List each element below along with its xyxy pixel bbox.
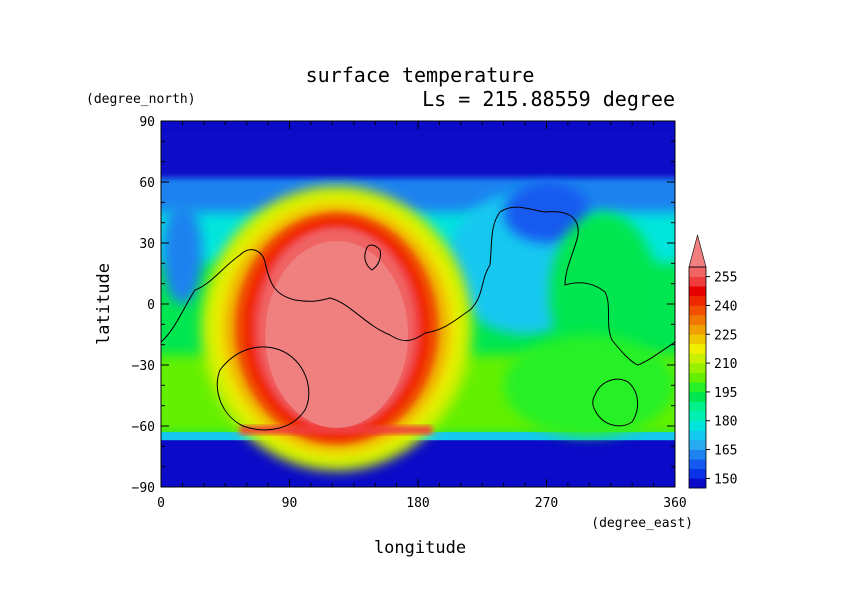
y-tick-label: 90 bbox=[139, 115, 155, 130]
x-unit-label: (degree_east) bbox=[591, 516, 693, 531]
y-tick-label: 60 bbox=[139, 176, 155, 191]
y-tick-label: −90 bbox=[132, 481, 155, 496]
x-tick-label: 0 bbox=[157, 496, 165, 511]
colorbar-segment bbox=[689, 439, 706, 450]
colorbar-segment bbox=[689, 334, 706, 345]
temperature-field bbox=[161, 121, 675, 487]
y-unit-label: (degree_north) bbox=[86, 92, 196, 107]
colorbar: 150 165 180 195 210 225 240 255 bbox=[688, 233, 737, 489]
x-tick-label: 180 bbox=[406, 496, 429, 511]
colorbar-segment bbox=[689, 449, 706, 460]
x-tick-label: 270 bbox=[535, 496, 558, 511]
colorbar-segment bbox=[689, 363, 706, 373]
chart-title: surface temperature bbox=[306, 63, 535, 87]
hot-core bbox=[265, 240, 409, 429]
colorbar-segment bbox=[689, 411, 706, 422]
colorbar-segment bbox=[689, 267, 706, 277]
colorbar-segment bbox=[689, 286, 706, 297]
colorbar-label: 195 bbox=[714, 386, 737, 401]
colorbar-segment bbox=[689, 343, 706, 354]
colorbar-segment bbox=[689, 430, 706, 441]
colorbar-segment bbox=[689, 305, 706, 316]
colorbar-segment bbox=[689, 295, 706, 306]
island-outline bbox=[364, 244, 381, 271]
colorbar-label: 240 bbox=[714, 299, 737, 314]
colorbar-label: 225 bbox=[714, 328, 737, 343]
colorbar-label: 210 bbox=[714, 357, 737, 372]
colorbar-segment bbox=[689, 401, 706, 412]
colorbar-segment bbox=[689, 478, 706, 489]
southeast-basin-outline bbox=[592, 378, 638, 427]
colorbar-label: 165 bbox=[714, 444, 737, 459]
colorbar-label: 180 bbox=[714, 415, 737, 430]
colorbar-segment bbox=[689, 382, 706, 393]
colorbar-segment bbox=[689, 276, 706, 287]
colorbar-segment bbox=[689, 468, 706, 479]
y-tick-label: −60 bbox=[132, 420, 155, 435]
cool-spot-north bbox=[503, 182, 590, 243]
warm-south-east bbox=[503, 334, 675, 437]
colorbar-frame bbox=[688, 266, 707, 489]
colorbar-label: 255 bbox=[714, 271, 737, 286]
colorbar-segment bbox=[689, 420, 706, 431]
topography-contour bbox=[161, 206, 675, 431]
colorbar-segment bbox=[689, 315, 706, 325]
axis-ticks bbox=[160, 120, 676, 488]
chart-subtitle: Ls = 215.88559 degree bbox=[422, 87, 675, 111]
y-tick-label: 0 bbox=[147, 298, 155, 313]
x-tick-label: 90 bbox=[282, 496, 298, 511]
x-tick-label: 360 bbox=[663, 496, 686, 511]
south-basin-outline bbox=[216, 346, 310, 431]
warm-east bbox=[549, 212, 658, 376]
y-tick-labels: 90 60 30 0 −30 −60 −90 bbox=[132, 115, 155, 496]
colorbar-label: 150 bbox=[714, 472, 737, 487]
y-tick-label: 30 bbox=[139, 237, 155, 252]
continent-outline bbox=[161, 206, 675, 366]
y-tick-label: −30 bbox=[132, 359, 155, 374]
x-axis-label: longitude bbox=[374, 538, 466, 558]
colorbar-segment bbox=[689, 459, 706, 470]
colorbar-segment bbox=[689, 324, 706, 335]
colorbar-overflow-arrow bbox=[688, 233, 707, 268]
colorbar-segment bbox=[689, 353, 706, 364]
x-tick-labels: 0 90 180 270 360 bbox=[157, 496, 687, 511]
colorbar-segment bbox=[689, 391, 706, 402]
cool-west bbox=[162, 202, 203, 304]
y-axis-label: latitude bbox=[94, 263, 114, 345]
colorbar-segment bbox=[689, 372, 706, 383]
hot-bottom-edge bbox=[239, 426, 433, 435]
